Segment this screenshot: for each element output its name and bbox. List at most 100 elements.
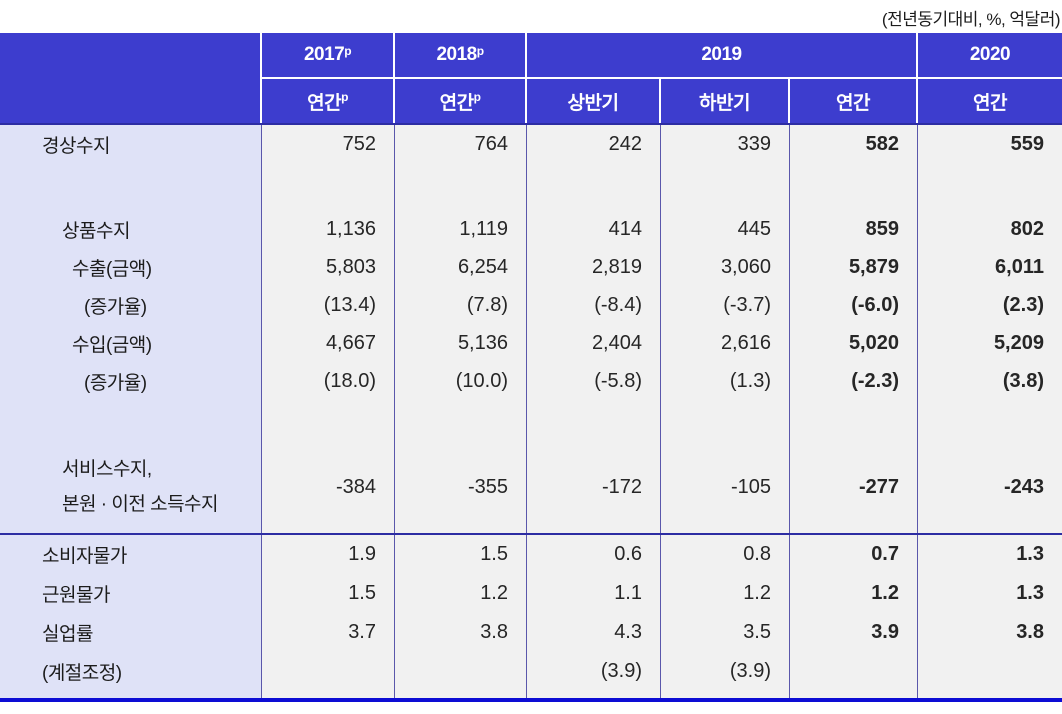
cell-value: (10.0) [395, 362, 527, 400]
cell-value: 859 [790, 210, 918, 248]
table-row-import-growth: (증가율) (18.0) (10.0) (-5.8) (1.3) (-2.3) … [0, 362, 1062, 400]
table-row-services-income: 서비스수지, 본원 · 이전 소득수지 -384 -355 -172 -105 … [0, 441, 1062, 533]
cell-value: (7.8) [395, 286, 527, 324]
spacer-cell [790, 163, 918, 210]
cell-value: 802 [918, 210, 1062, 248]
spacer-cell [0, 691, 262, 698]
table-row-goods-balance: 상품수지 1,136 1,119 414 445 859 802 [0, 210, 1062, 248]
spacer-cell [918, 163, 1062, 210]
cell-value: 3.8 [918, 613, 1062, 652]
table-header: 2017 p 2018 p 2019 2020 연간 p 연간 p 상반기 하반기 연간… [0, 33, 1062, 123]
table-bottom-rule [0, 698, 1062, 702]
header-sub-h2-label: 하반기 [699, 92, 750, 114]
header-col-2020-label: 2020 [969, 44, 1011, 65]
spacer-cell [395, 400, 527, 441]
row-label: (계절조정) [0, 652, 262, 691]
cell-value: 0.7 [790, 535, 918, 574]
cell-value: 3.7 [262, 613, 395, 652]
cell-value: 0.6 [527, 535, 661, 574]
header-col-2017-label: 2017 [303, 44, 345, 65]
cell-value: -384 [262, 441, 395, 533]
cell-value: 445 [661, 210, 790, 248]
row-label: 수입(금액) [0, 324, 262, 362]
table-row-export-growth: (증가율) (13.4) (7.8) (-8.4) (-3.7) (-6.0) … [0, 286, 1062, 324]
cell-value: 242 [527, 125, 661, 163]
header-sub-annual-2019: 연간 [790, 79, 918, 123]
header-sub-h1: 상반기 [527, 79, 661, 123]
row-label: (증가율) [0, 286, 262, 324]
cell-value: -243 [918, 441, 1062, 533]
table-row-core-inflation: 근원물가 1.5 1.2 1.1 1.2 1.2 1.3 [0, 574, 1062, 613]
table-section-balance: 경상수지 752 764 242 339 582 559 상품수지 1,136 … [0, 125, 1062, 533]
row-label-line1: 서비스수지, [62, 459, 152, 480]
cell-value: 1.3 [918, 535, 1062, 574]
table-row-exports: 수출(금액) 5,803 6,254 2,819 3,060 5,879 6,0… [0, 248, 1062, 286]
cell-value: (-5.8) [527, 362, 661, 400]
cell-value: 5,879 [790, 248, 918, 286]
cell-value: 414 [527, 210, 661, 248]
cell-value: (18.0) [262, 362, 395, 400]
header-col-2020: 2020 [918, 33, 1062, 79]
row-label: 경상수지 [0, 125, 262, 163]
row-label: 실업률 [0, 613, 262, 652]
cell-value: 1.3 [918, 574, 1062, 613]
header-col-2019: 2019 [527, 33, 918, 79]
cell-value: 1.9 [262, 535, 395, 574]
header-corner-cell [0, 33, 262, 123]
cell-value: 1.2 [790, 574, 918, 613]
cell-value: 559 [918, 125, 1062, 163]
spacer-row [0, 691, 1062, 698]
row-label: 소비자물가 [0, 535, 262, 574]
cell-value: (2.3) [918, 286, 1062, 324]
spacer-cell [0, 400, 262, 441]
cell-value: (-8.4) [527, 286, 661, 324]
cell-value [395, 652, 527, 691]
cell-value: (3.9) [527, 652, 661, 691]
cell-value [262, 652, 395, 691]
cell-value: 1.5 [262, 574, 395, 613]
table-row-current-account: 경상수지 752 764 242 339 582 559 [0, 125, 1062, 163]
cell-value: -105 [661, 441, 790, 533]
header-sub-annual-2019-label: 연간 [836, 92, 870, 114]
spacer-cell [395, 691, 527, 698]
unit-note-area: (전년동기대비, %, 억달러) [0, 0, 1062, 33]
cell-value: (-2.3) [790, 362, 918, 400]
header-sub-annual-2018: 연간 p [395, 79, 527, 123]
cell-value: 3.5 [661, 613, 790, 652]
table-row-cpi: 소비자물가 1.9 1.5 0.6 0.8 0.7 1.3 [0, 535, 1062, 574]
spacer-cell [790, 691, 918, 698]
spacer-cell [262, 163, 395, 210]
header-sub-annual-2017-label: 연간 [307, 92, 342, 114]
header-sub-annual-2018-sup: p [473, 90, 481, 104]
header-sub-annual-2017-sup: p [341, 90, 348, 104]
cell-value: 339 [661, 125, 790, 163]
row-label: 상품수지 [0, 210, 262, 248]
header-sub-h2: 하반기 [661, 79, 790, 123]
spacer-row [0, 400, 1062, 441]
cell-value: 752 [262, 125, 395, 163]
cell-value: (1.3) [661, 362, 790, 400]
cell-value: -172 [527, 441, 661, 533]
header-sub-h1-label: 상반기 [567, 92, 619, 114]
spacer-cell [527, 163, 661, 210]
cell-value: 1.2 [395, 574, 527, 613]
row-label: (증가율) [0, 362, 262, 400]
header-sub-annual-2018-label: 연간 [439, 92, 474, 114]
cell-value: 5,803 [262, 248, 395, 286]
header-sub-annual-2020: 연간 [918, 79, 1062, 123]
header-col-2017-sup: p [344, 44, 352, 58]
table-row-imports: 수입(금액) 4,667 5,136 2,404 2,616 5,020 5,2… [0, 324, 1062, 362]
cell-value: 5,020 [790, 324, 918, 362]
cell-value: 1.5 [395, 535, 527, 574]
cell-value: 3,060 [661, 248, 790, 286]
cell-value: (-3.7) [661, 286, 790, 324]
cell-value: 5,209 [918, 324, 1062, 362]
spacer-cell [918, 691, 1062, 698]
cell-value: 1,119 [395, 210, 527, 248]
header-sub-annual-2020-label: 연간 [973, 92, 1007, 114]
row-label: 근원물가 [0, 574, 262, 613]
spacer-cell [262, 691, 395, 698]
cell-value: 2,404 [527, 324, 661, 362]
row-label: 서비스수지, 본원 · 이전 소득수지 [0, 441, 262, 533]
